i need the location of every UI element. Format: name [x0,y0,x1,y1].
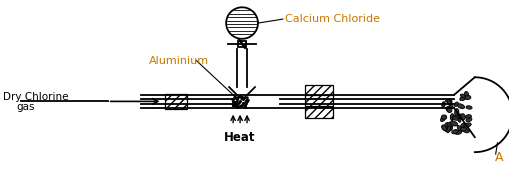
Ellipse shape [446,100,450,105]
Ellipse shape [446,122,451,129]
Ellipse shape [440,115,446,119]
Ellipse shape [459,94,465,98]
Ellipse shape [446,126,450,133]
Ellipse shape [451,117,458,120]
Text: Heat: Heat [224,131,256,144]
Ellipse shape [447,125,452,131]
Ellipse shape [460,127,465,131]
Ellipse shape [464,96,470,100]
Bar [238,41,245,47]
Ellipse shape [446,108,451,113]
Ellipse shape [465,106,471,109]
Ellipse shape [441,102,444,107]
Ellipse shape [445,106,450,111]
Ellipse shape [456,125,461,132]
Ellipse shape [463,91,468,99]
Ellipse shape [457,104,464,109]
Ellipse shape [440,115,445,122]
Ellipse shape [459,96,465,101]
Ellipse shape [465,115,470,118]
Ellipse shape [444,128,450,132]
Text: Aluminium: Aluminium [148,56,208,66]
Ellipse shape [449,121,457,126]
Ellipse shape [449,115,454,120]
Ellipse shape [465,117,471,122]
Ellipse shape [454,102,458,107]
Ellipse shape [460,114,464,120]
Text: Dry Chlorine: Dry Chlorine [4,92,69,102]
Ellipse shape [441,125,445,131]
Ellipse shape [457,114,462,119]
Ellipse shape [460,123,465,128]
Bar [304,107,332,118]
Ellipse shape [451,129,457,134]
Ellipse shape [451,115,459,119]
Bar [304,95,332,106]
Text: gas: gas [16,102,35,112]
Ellipse shape [444,99,451,103]
Ellipse shape [449,114,453,121]
Ellipse shape [454,109,458,116]
Ellipse shape [457,115,460,122]
Ellipse shape [448,103,452,108]
Ellipse shape [444,123,448,129]
Ellipse shape [461,128,468,133]
Text: A: A [493,151,502,163]
Ellipse shape [454,130,461,134]
Bar [304,85,332,96]
Text: Calcium Chloride: Calcium Chloride [285,14,379,24]
Ellipse shape [463,123,470,127]
Bar [165,94,187,109]
